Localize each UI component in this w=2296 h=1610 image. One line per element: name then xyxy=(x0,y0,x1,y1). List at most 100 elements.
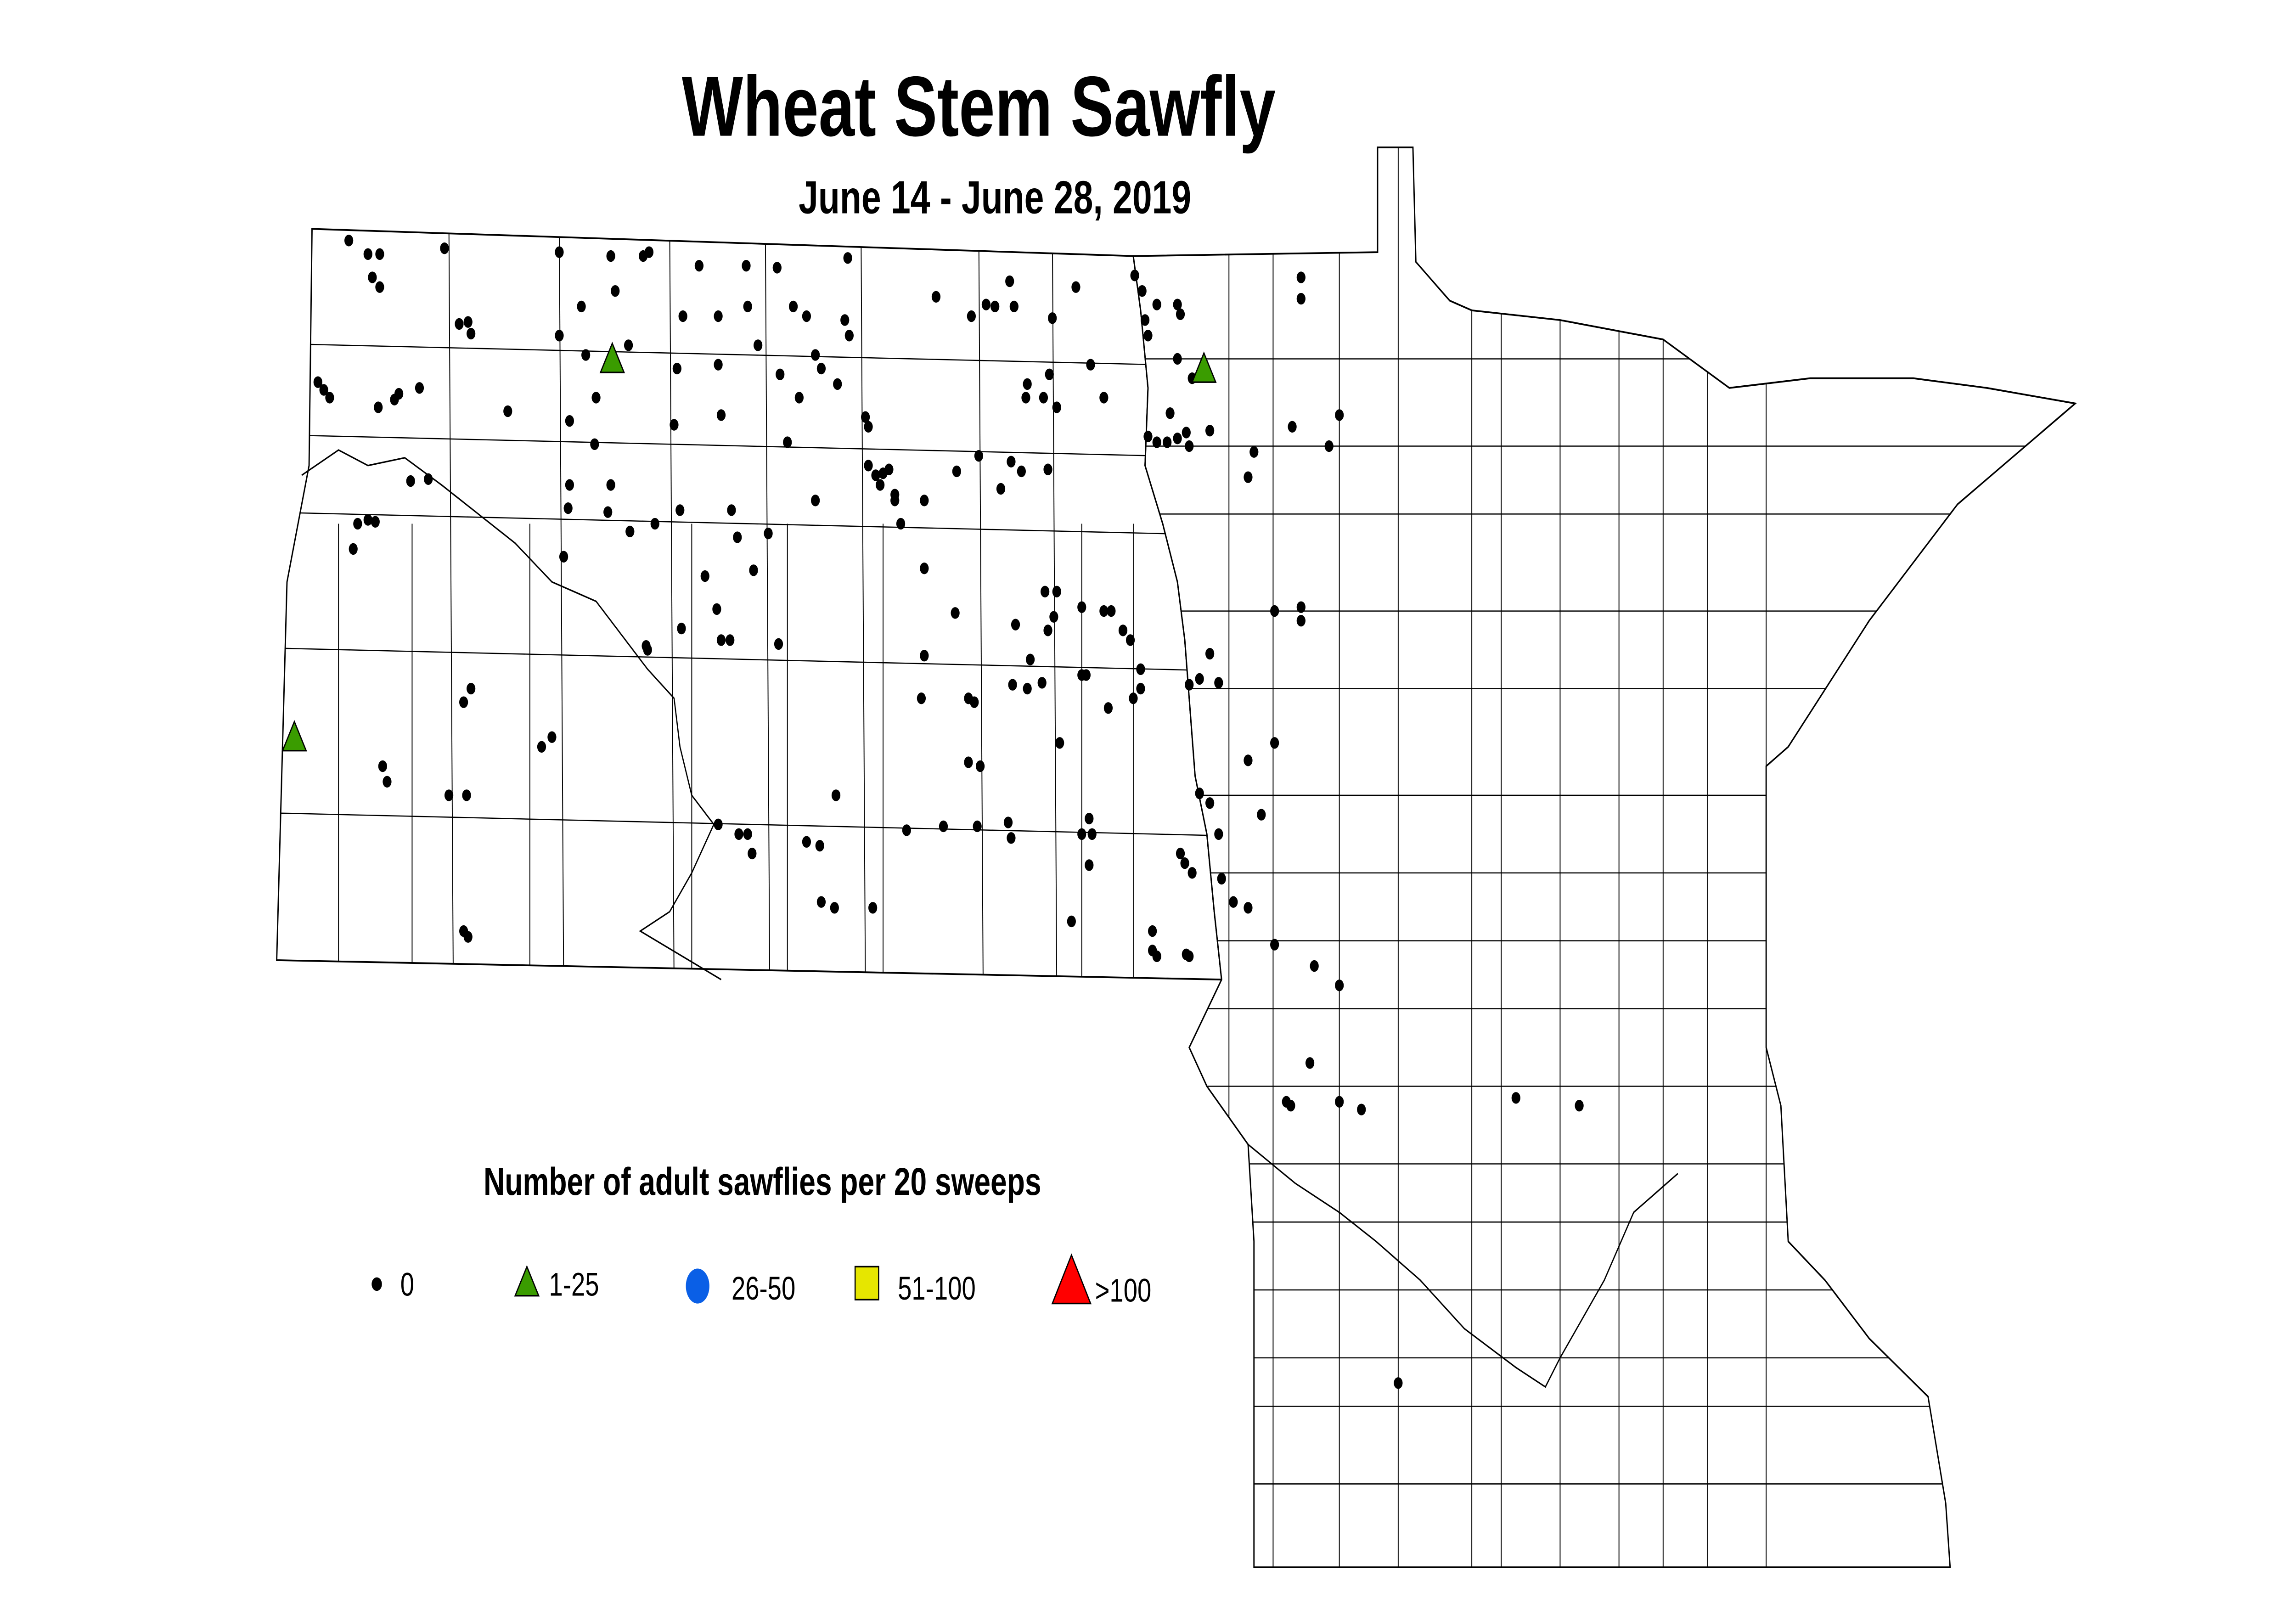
point-zero xyxy=(1043,625,1052,636)
county-line xyxy=(978,229,984,980)
point-zero xyxy=(1103,702,1113,714)
point-1-25 xyxy=(599,342,625,373)
point-zero xyxy=(1176,308,1185,320)
point-zero xyxy=(1205,647,1215,660)
point-zero xyxy=(625,525,635,538)
point-zero xyxy=(754,339,763,351)
legend-blue-circle-icon xyxy=(686,1268,709,1304)
point-zero xyxy=(606,250,615,262)
point-zero xyxy=(1249,446,1259,458)
point-zero xyxy=(748,847,757,860)
point-zero xyxy=(1130,270,1139,281)
point-zero xyxy=(1288,421,1297,433)
county-line xyxy=(1052,229,1058,980)
state-minnesota xyxy=(1132,146,2077,1568)
point-zero xyxy=(644,246,654,258)
point-zero xyxy=(1071,281,1080,293)
county-line xyxy=(669,229,675,980)
point-zero xyxy=(606,479,615,491)
point-zero xyxy=(1229,896,1238,908)
county-line xyxy=(448,229,454,980)
point-zero xyxy=(643,644,652,656)
point-zero xyxy=(1045,368,1054,380)
point-zero xyxy=(559,551,568,563)
point-zero xyxy=(1107,605,1116,617)
point-zero xyxy=(565,479,574,491)
point-zero xyxy=(1021,392,1030,404)
point-zero xyxy=(591,392,601,404)
point-zero xyxy=(1152,950,1161,963)
county-line xyxy=(558,229,564,980)
point-zero xyxy=(319,384,328,396)
point-zero xyxy=(503,405,512,417)
point-zero xyxy=(1270,605,1279,617)
minnesota-river xyxy=(1248,1143,1678,1388)
point-zero xyxy=(603,506,613,518)
point-zero xyxy=(1087,828,1097,840)
point-zero xyxy=(1214,677,1223,689)
point-zero xyxy=(1049,611,1058,623)
point-zero xyxy=(1357,1103,1366,1115)
point-zero xyxy=(1180,857,1189,869)
point-zero xyxy=(974,450,984,462)
point-zero xyxy=(1335,980,1344,991)
point-zero xyxy=(1086,359,1095,371)
point-zero xyxy=(970,696,979,708)
point-zero xyxy=(1055,737,1064,749)
point-zero xyxy=(871,469,880,481)
point-zero xyxy=(555,246,564,258)
point-zero xyxy=(394,388,404,400)
point-zero xyxy=(917,692,926,704)
point-zero xyxy=(1173,432,1182,445)
point-zero xyxy=(1270,737,1279,749)
point-zero xyxy=(406,475,415,487)
point-zero xyxy=(1152,298,1161,310)
point-zero xyxy=(816,362,826,375)
point-zero xyxy=(1244,471,1253,483)
point-zero xyxy=(1140,314,1150,326)
point-zero xyxy=(1182,427,1191,439)
point-zero xyxy=(1007,456,1016,468)
map-subtitle: June 14 - June 28, 2019 xyxy=(799,172,1191,224)
point-zero xyxy=(802,836,811,848)
point-zero xyxy=(1185,950,1194,963)
point-zero xyxy=(1176,847,1185,860)
point-zero xyxy=(1296,615,1306,627)
point-zero xyxy=(463,931,473,943)
point-zero xyxy=(1085,859,1094,871)
point-zero xyxy=(1077,828,1086,840)
county-line xyxy=(276,433,1222,459)
point-zero xyxy=(1052,585,1061,598)
point-zero xyxy=(1257,809,1266,821)
point-zero xyxy=(1077,601,1086,613)
point-zero xyxy=(833,378,842,390)
point-zero xyxy=(920,495,929,507)
point-zero xyxy=(868,902,878,914)
point-zero xyxy=(383,776,392,788)
point-zero xyxy=(1205,425,1215,437)
point-zero xyxy=(363,514,372,526)
point-zero xyxy=(1118,625,1128,636)
point-zero xyxy=(967,310,976,322)
point-zero xyxy=(581,349,591,361)
point-zero xyxy=(1085,812,1094,825)
point-zero xyxy=(563,502,573,514)
point-zero xyxy=(727,504,736,516)
red-river xyxy=(1132,256,1222,980)
point-1-25 xyxy=(1191,351,1217,383)
point-zero xyxy=(1136,682,1145,695)
point-zero xyxy=(1296,271,1306,283)
point-zero xyxy=(1009,300,1019,313)
point-zero xyxy=(590,438,599,450)
point-zero xyxy=(444,789,454,801)
point-zero xyxy=(1163,436,1172,448)
point-zero xyxy=(1081,669,1091,681)
point-zero xyxy=(565,415,574,427)
point-zero xyxy=(694,260,704,272)
county-line xyxy=(276,647,1222,672)
point-zero xyxy=(375,281,384,293)
survey-points xyxy=(281,235,1584,1389)
county-line xyxy=(765,229,771,980)
point-zero xyxy=(675,504,685,516)
point-zero xyxy=(811,495,820,507)
